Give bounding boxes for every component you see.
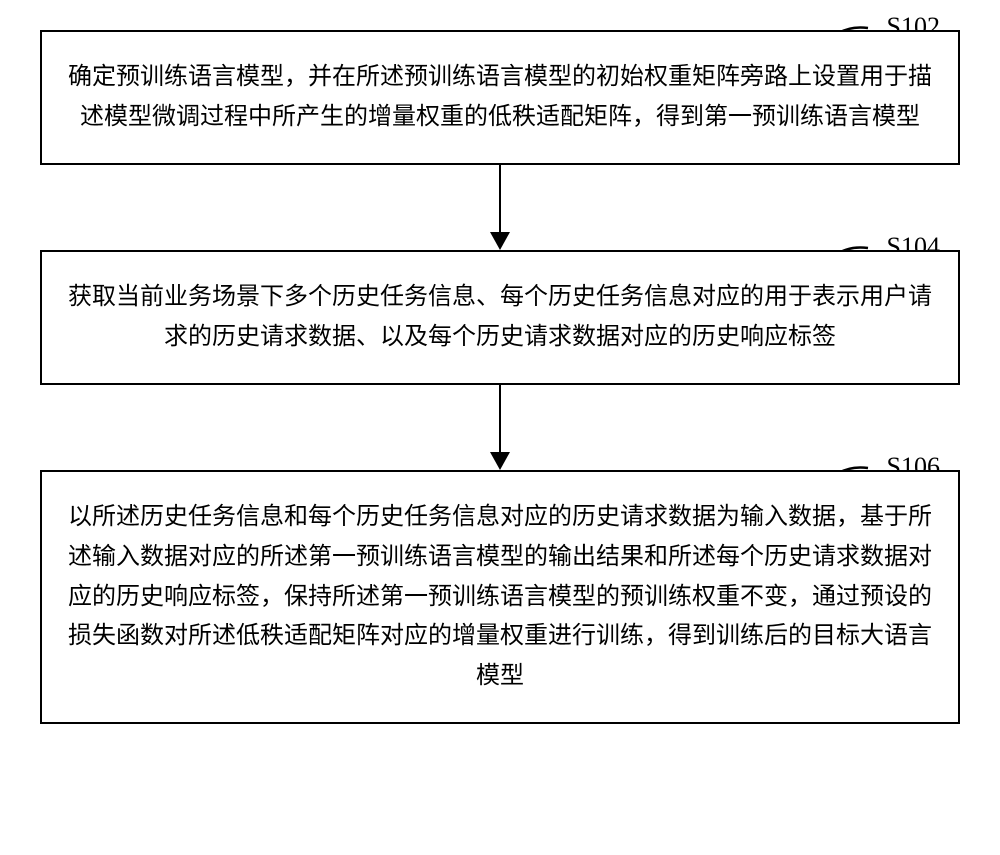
step-text: 以所述历史任务信息和每个历史任务信息对应的历史请求数据为输入数据，基于所述输入数…	[68, 504, 932, 688]
step-box-s102: 确定预训练语言模型，并在所述预训练语言模型的初始权重矩阵旁路上设置用于描述模型微…	[40, 30, 960, 165]
step-box-s104: 获取当前业务场景下多个历史任务信息、每个历史任务信息对应的用于表示用户请求的历史…	[40, 250, 960, 385]
step-wrapper-s102: S102 确定预训练语言模型，并在所述预训练语言模型的初始权重矩阵旁路上设置用于…	[40, 30, 960, 165]
step-text: 确定预训练语言模型，并在所述预训练语言模型的初始权重矩阵旁路上设置用于描述模型微…	[68, 64, 932, 130]
step-wrapper-s106: S106 以所述历史任务信息和每个历史任务信息对应的历史请求数据为输入数据，基于…	[40, 470, 960, 724]
arrow-s102-s104	[40, 165, 960, 250]
flowchart-container: S102 确定预训练语言模型，并在所述预训练语言模型的初始权重矩阵旁路上设置用于…	[40, 30, 960, 724]
step-wrapper-s104: S104 获取当前业务场景下多个历史任务信息、每个历史任务信息对应的用于表示用户…	[40, 250, 960, 385]
arrow-head-icon	[490, 452, 510, 470]
arrow-head-icon	[490, 232, 510, 250]
arrow-line	[499, 165, 501, 233]
arrow-s104-s106	[40, 385, 960, 470]
step-text: 获取当前业务场景下多个历史任务信息、每个历史任务信息对应的用于表示用户请求的历史…	[68, 284, 932, 350]
arrow-line	[499, 385, 501, 453]
step-box-s106: 以所述历史任务信息和每个历史任务信息对应的历史请求数据为输入数据，基于所述输入数…	[40, 470, 960, 724]
